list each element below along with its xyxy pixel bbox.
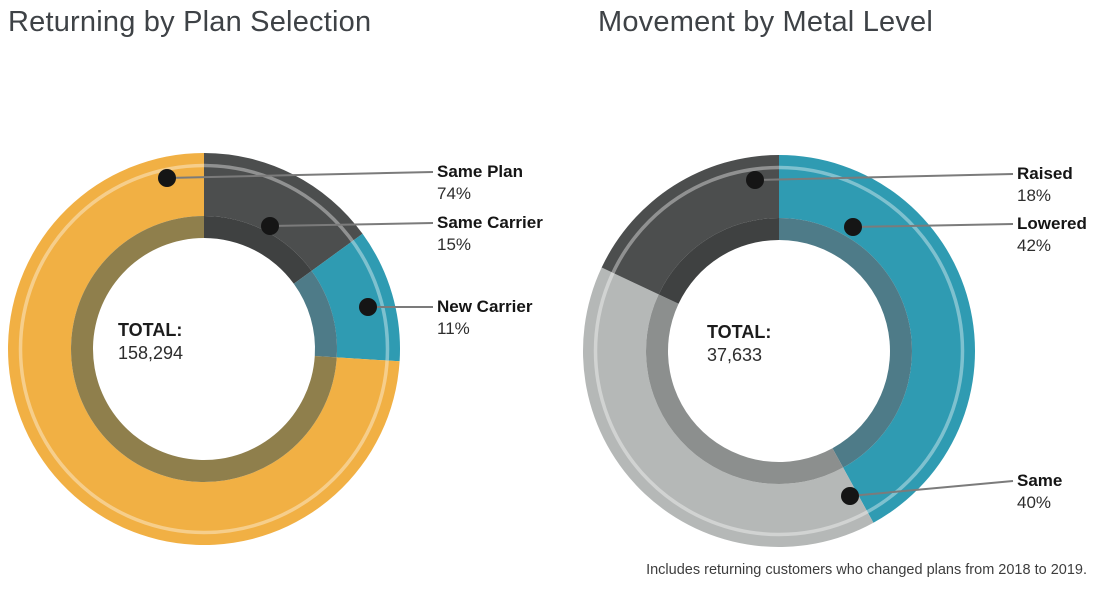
callout-same-carrier-percent: 15% (437, 235, 472, 254)
donut2-callout-line-same (849, 480, 1014, 497)
footnote: Includes returning customers who changed… (646, 562, 1087, 578)
donut1-callout-line-same-carrier (269, 222, 434, 227)
callout-raised: Raised 18% (1017, 163, 1073, 207)
donut2-slice-raised-inner-ring (658, 218, 779, 304)
donut1-slice-same-carrier (204, 152, 363, 271)
callout-same-percent: 40% (1017, 493, 1052, 512)
donut2-slice-same-inner-ring (646, 294, 844, 484)
callout-lowered: Lowered 42% (1017, 213, 1087, 257)
donut2-slice-raised (601, 155, 779, 295)
donut2-callout-line-lowered (852, 223, 1014, 228)
donut2-callout-dot-lowered (844, 218, 862, 236)
chart1-total-label: TOTAL: (118, 320, 183, 340)
callout-raised-percent: 18% (1017, 186, 1052, 205)
chart2-total-label: TOTAL: (707, 322, 772, 342)
callout-new-carrier-label: New Carrier (437, 297, 533, 316)
donut2-callout-dot-raised (746, 171, 764, 189)
callout-same: Same 40% (1017, 470, 1062, 514)
donut2-slice-lowered (779, 155, 976, 523)
chart1-title: Returning by Plan Selection (8, 6, 372, 38)
chart2-total-value: 37,633 (707, 345, 763, 365)
donut1-slice-same-plan (7, 153, 400, 545)
callout-lowered-percent: 42% (1017, 236, 1052, 255)
callout-lowered-label: Lowered (1017, 214, 1087, 233)
callout-same-plan: Same Plan 74% (437, 161, 523, 205)
donut1-slice-new-carrier-inner-ring (293, 270, 338, 358)
donut1-callout-dot-new-carrier (359, 298, 377, 316)
callout-same-carrier: Same Carrier 15% (437, 212, 543, 256)
donut2-slice-lowered-inner-ring (779, 218, 912, 468)
chart2-center-total: TOTAL: 37,633 (707, 321, 771, 367)
donut1-highlight-ring (18, 163, 390, 535)
callout-raised-label: Raised (1017, 164, 1073, 183)
donut1-callout-dot-same-carrier (261, 217, 279, 235)
donut2-highlight-ring (593, 165, 965, 537)
donut1-slice-same-carrier-inner-ring (204, 216, 312, 284)
chart1-center-total: TOTAL: 158,294 (118, 319, 183, 365)
donut1-slice-new-carrier (311, 233, 400, 362)
donut1-callout-line-same-plan (166, 171, 434, 179)
callout-same-plan-label: Same Plan (437, 162, 523, 181)
donut2-callout-line-raised (754, 173, 1014, 181)
callout-new-carrier: New Carrier 11% (437, 296, 532, 340)
donut2-slice-same (582, 267, 874, 548)
callout-same-plan-percent: 74% (437, 184, 472, 203)
callout-same-carrier-label: Same Carrier (437, 213, 543, 232)
donut2-callout-dot-same (841, 487, 859, 505)
callout-new-carrier-percent: 11% (437, 319, 470, 338)
chart1-total-value: 158,294 (118, 343, 184, 363)
chart2-title: Movement by Metal Level (598, 6, 934, 38)
donut1-callout-dot-same-plan (158, 169, 176, 187)
callout-same-label: Same (1017, 471, 1063, 490)
